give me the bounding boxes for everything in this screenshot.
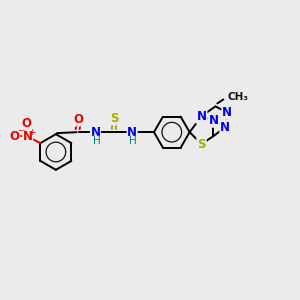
Text: N: N — [196, 110, 206, 123]
Text: −: − — [17, 126, 26, 136]
Text: H: H — [129, 136, 137, 146]
Text: +: + — [28, 128, 35, 137]
Text: N: N — [220, 121, 230, 134]
Text: N: N — [127, 126, 137, 139]
Text: S: S — [110, 112, 118, 125]
Text: N: N — [22, 130, 33, 142]
Text: H: H — [93, 136, 101, 146]
Text: S: S — [197, 138, 206, 151]
Text: N: N — [91, 126, 100, 139]
Text: O: O — [22, 117, 32, 130]
Text: N: N — [208, 114, 218, 127]
Text: N: N — [222, 106, 232, 119]
Text: O: O — [74, 113, 84, 126]
Text: O: O — [10, 130, 20, 142]
Text: CH₃: CH₃ — [227, 92, 248, 103]
